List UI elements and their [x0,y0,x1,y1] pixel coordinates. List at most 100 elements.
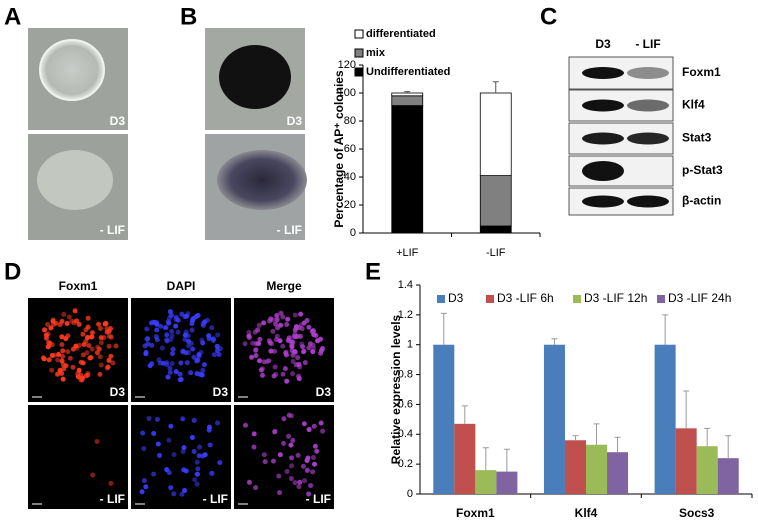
nucleus [178,360,184,366]
nucleus [59,318,65,324]
nucleus [200,340,206,346]
nucleus [284,378,290,384]
nucleus [184,360,190,366]
nucleus [141,478,147,484]
row-label: p-Stat3 [682,163,723,177]
nucleus [80,352,86,358]
nucleus [215,332,221,338]
fluorescence-image [131,405,231,509]
nucleus [280,343,286,349]
nucleus [106,343,112,349]
nucleus [281,440,287,446]
nucleus [46,339,52,345]
band [582,67,624,79]
nucleus [76,342,82,348]
nucleus [251,431,257,437]
legend-label: Undifferentiated [366,66,450,78]
nucleus [154,321,160,327]
nucleus [182,336,188,342]
nucleus [194,459,200,465]
image-label: D3 [110,385,126,399]
nucleus [194,481,200,487]
nucleus [168,485,174,491]
nucleus [177,377,183,383]
western-blot: Foxm1 Klf4 Stat3 p-Stat3 β-actin [568,56,723,216]
nucleus [206,333,212,339]
row-label: Foxm1 [682,65,721,79]
nucleus [295,355,301,361]
nucleus [48,325,54,331]
nucleus [198,349,204,355]
nucleus [154,327,160,333]
nucleus [185,333,191,339]
nucleus [253,347,259,353]
nucleus [206,424,212,430]
nucleus [268,348,274,354]
nucleus [277,490,283,496]
nucleus [143,351,149,357]
error-bar [572,435,579,441]
error-bar [683,390,690,429]
nucleus [183,468,189,474]
bar [564,440,586,494]
y-tick-label: 40 [344,171,356,183]
bar [675,428,697,494]
nucleus [151,430,157,436]
nucleus [285,316,291,322]
band [582,132,624,145]
nucleus [183,350,189,356]
nucleus [304,467,310,473]
nucleus [167,365,173,371]
nucleus [169,351,175,357]
nucleus [255,327,261,333]
nucleus [286,433,292,439]
nucleus [200,367,206,373]
nucleus [52,352,58,358]
nucleus [63,336,69,342]
nucleus [270,328,276,334]
nucleus [209,325,215,331]
nucleus [166,437,172,443]
nucleus [302,478,308,484]
image-label: - LIF [100,223,125,237]
nucleus [283,350,289,356]
error-bar [482,447,489,471]
nucleus [102,321,108,327]
colony [39,39,105,101]
row-label: Stat3 [682,131,712,145]
y-tick-label: 1.4 [398,279,413,291]
column-header: Foxm1 [59,279,98,293]
nucleus [156,357,162,363]
nucleus [311,423,317,429]
y-tick-label: 80 [344,115,356,127]
nucleus [209,470,215,476]
nucleus [108,480,114,486]
band [627,132,669,145]
y-tick-label: 0.2 [398,458,413,470]
nucleus [169,361,175,367]
panel-label: A [4,3,21,30]
nucleus [278,322,284,328]
nucleus [171,491,177,497]
legend-swatch [657,295,665,303]
nucleus [202,452,208,458]
nucleus [98,362,104,368]
nucleus [190,346,196,352]
bar [654,344,676,494]
image-label: D3 [110,114,126,128]
y-tick-label: 0 [350,227,356,239]
nucleus [79,375,85,381]
nucleus [294,325,300,331]
error-bar [404,91,411,93]
legend-swatch [354,48,364,58]
nucleus [308,483,314,489]
y-tick-label: 0.6 [398,398,413,410]
nucleus [190,315,196,321]
nucleus [211,352,217,358]
nucleus [289,413,295,419]
band [627,99,669,112]
y-tick-label: 120 [338,59,356,71]
x-tick-label: Foxm1 [456,506,495,520]
nucleus [81,342,87,348]
nucleus [59,358,65,364]
